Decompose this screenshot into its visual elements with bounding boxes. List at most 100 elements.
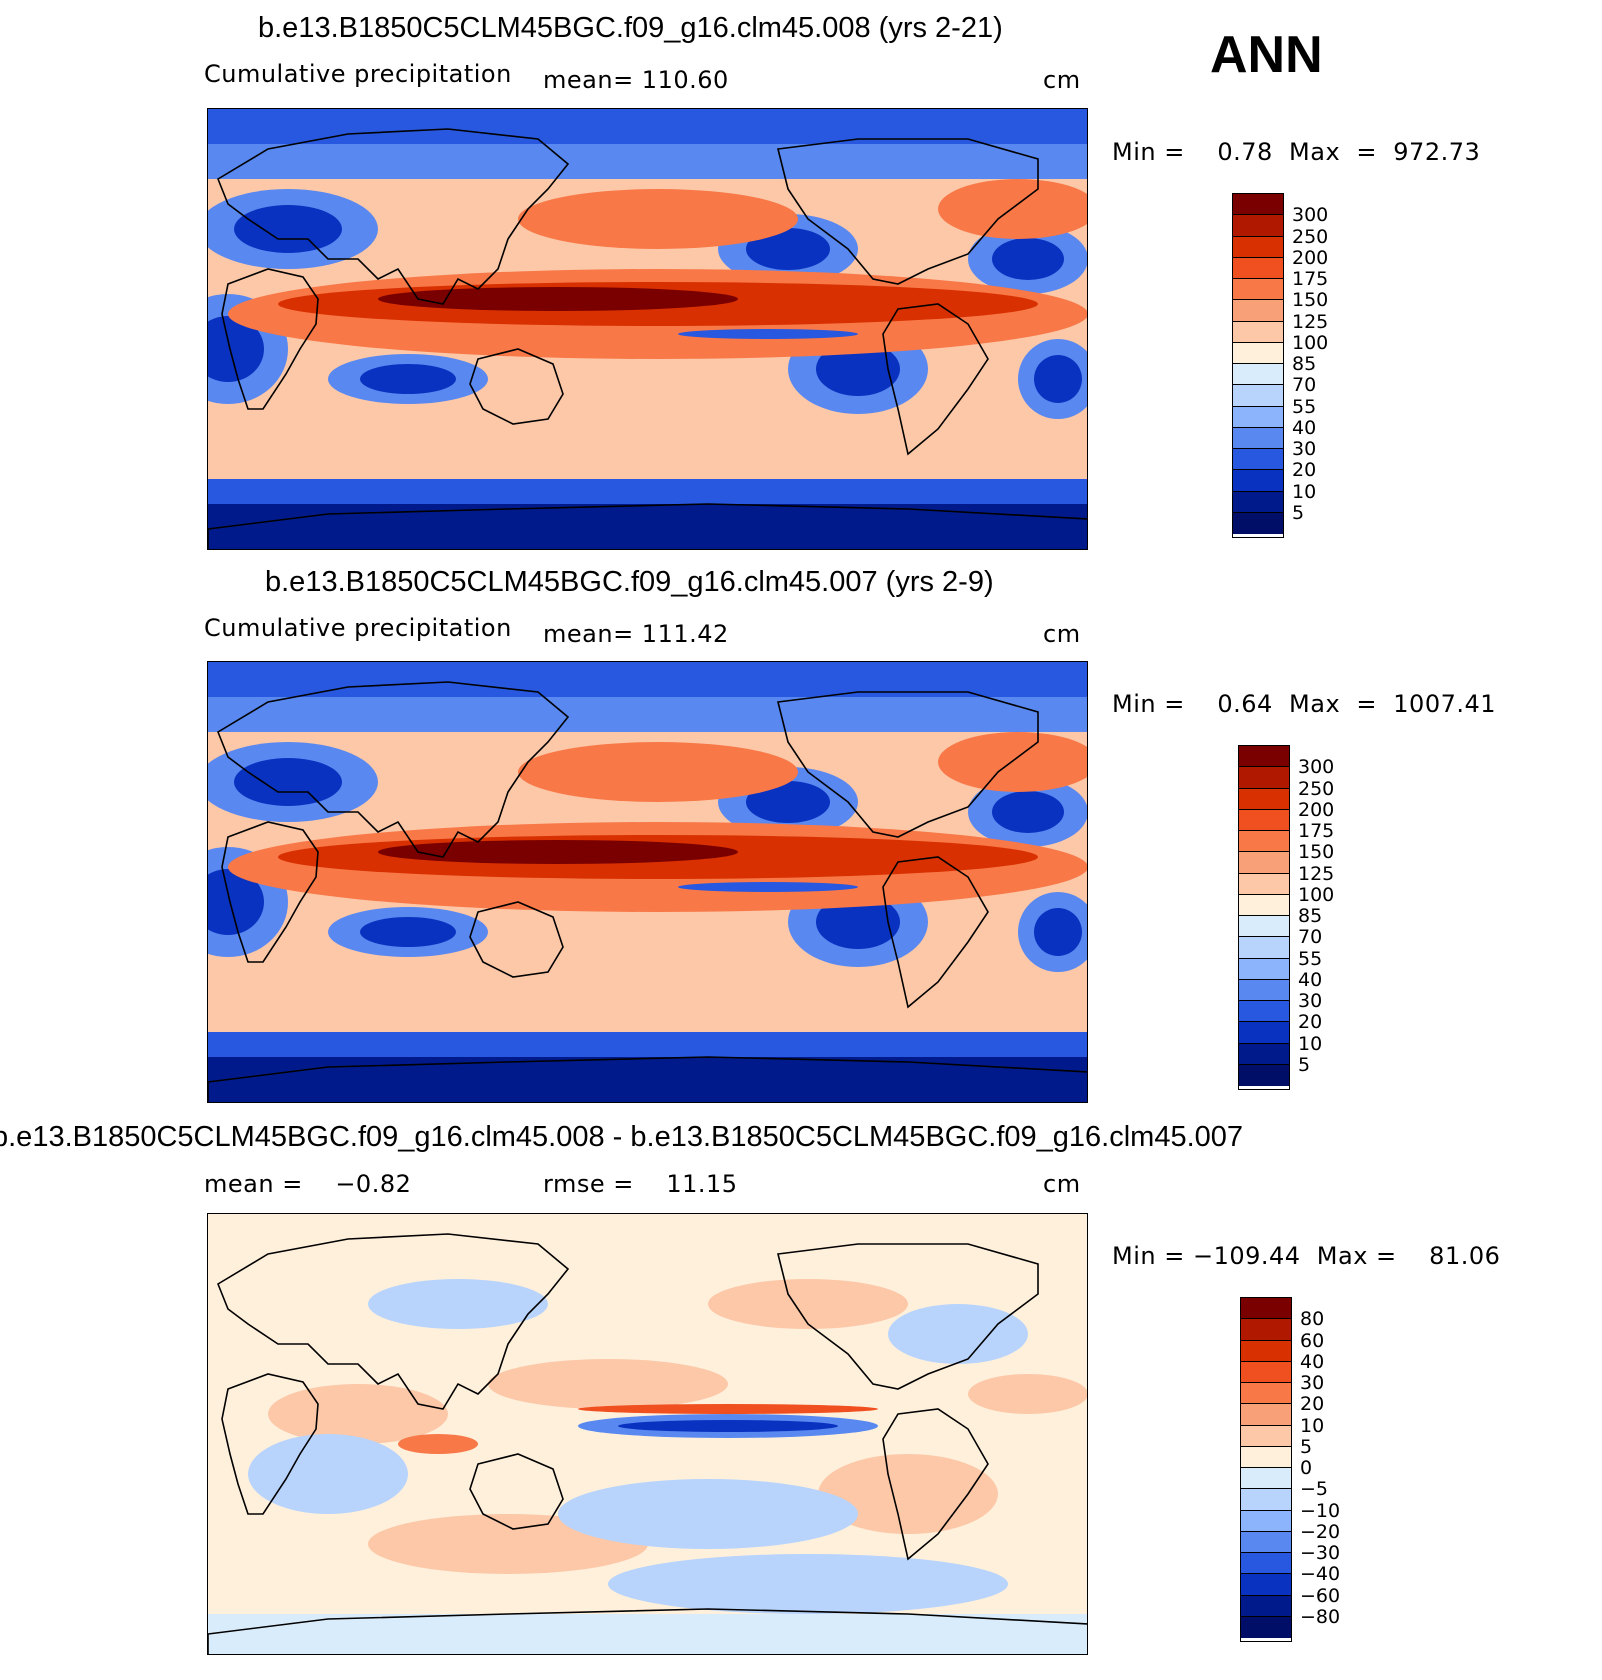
colorbar-label: 100 — [1298, 883, 1335, 906]
colorbar-label: −60 — [1300, 1584, 1341, 1607]
colorbar-label: 200 — [1298, 798, 1335, 821]
colorbar-swatch — [1241, 1446, 1291, 1468]
colorbar-swatch — [1233, 300, 1283, 322]
colorbar-label: 250 — [1298, 777, 1335, 800]
colorbar-swatch — [1241, 1489, 1291, 1511]
panel-3-mean: mean = −0.82 — [204, 1170, 412, 1198]
colorbar-swatch — [1233, 512, 1283, 534]
colorbar-label: 300 — [1298, 756, 1335, 779]
colorbar-label: 70 — [1292, 374, 1317, 397]
colorbar-swatch — [1233, 342, 1283, 364]
colorbar-label: 80 — [1300, 1308, 1325, 1331]
colorbar-swatch — [1239, 1043, 1289, 1065]
colorbar-label: 85 — [1292, 353, 1317, 375]
colorbar-swatch — [1233, 427, 1283, 449]
colorbar-label: −40 — [1300, 1563, 1341, 1586]
colorbar-swatch — [1241, 1425, 1291, 1447]
panel-3-title: b.e13.B1850C5CLM45BGC.f09_g16.clm45.008 … — [0, 1121, 1244, 1153]
colorbar-swatch — [1241, 1383, 1291, 1405]
panel-1-mean: mean= 110.60 — [543, 66, 729, 94]
colorbar-swatch — [1233, 257, 1283, 279]
colorbar-label: 10 — [1292, 480, 1317, 503]
colorbar-swatch — [1241, 1361, 1291, 1383]
colorbar-swatch — [1241, 1319, 1291, 1341]
colorbar-swatch — [1239, 746, 1289, 768]
colorbar-label: −80 — [1300, 1605, 1341, 1628]
colorbar-swatch — [1233, 321, 1283, 343]
colorbar-label: 5 — [1300, 1435, 1313, 1458]
panel-2-map — [207, 661, 1088, 1103]
panel-2-units: cm — [1043, 620, 1081, 648]
colorbar-swatch — [1233, 385, 1283, 407]
panel-3-map — [207, 1213, 1088, 1655]
colorbar-swatch — [1241, 1340, 1291, 1362]
colorbar-label: 85 — [1298, 905, 1323, 927]
panel-3-colorbar — [1240, 1297, 1292, 1642]
colorbar-label: 40 — [1298, 968, 1323, 991]
colorbar-swatch — [1239, 979, 1289, 1001]
colorbar-label: 20 — [1292, 459, 1317, 482]
colorbar-swatch — [1241, 1616, 1291, 1638]
colorbar-label: 150 — [1292, 289, 1329, 312]
colorbar-label: 30 — [1292, 438, 1317, 460]
colorbar-label: −20 — [1300, 1520, 1341, 1543]
colorbar-label: −10 — [1300, 1499, 1341, 1522]
colorbar-swatch — [1241, 1574, 1291, 1596]
colorbar-label: −30 — [1300, 1542, 1341, 1564]
colorbar-label: 125 — [1298, 862, 1335, 885]
colorbar-label: 10 — [1300, 1414, 1325, 1437]
panel-2-colorbar — [1238, 745, 1290, 1090]
colorbar-swatch — [1233, 236, 1283, 258]
colorbar-swatch — [1233, 406, 1283, 428]
colorbar-swatch — [1233, 449, 1283, 471]
colorbar-label: 150 — [1298, 841, 1335, 864]
panel-2-variable: Cumulative precipitation — [204, 614, 512, 642]
colorbar-swatch — [1241, 1298, 1291, 1320]
colorbar-label: 250 — [1292, 225, 1329, 248]
colorbar-label: 30 — [1298, 990, 1323, 1012]
panel-1-units: cm — [1043, 66, 1081, 94]
colorbar-label: 55 — [1292, 395, 1317, 418]
colorbar-swatch — [1233, 279, 1283, 301]
panel-2-mean: mean= 111.42 — [543, 620, 729, 648]
colorbar-label: 300 — [1292, 204, 1329, 227]
colorbar-label: 175 — [1298, 820, 1335, 842]
season-label: ANN — [1210, 26, 1323, 84]
colorbar-swatch — [1241, 1404, 1291, 1426]
panel-1-title: b.e13.B1850C5CLM45BGC.f09_g16.clm45.008 … — [258, 12, 1003, 44]
colorbar-swatch — [1233, 215, 1283, 237]
panel-1-variable: Cumulative precipitation — [204, 60, 512, 88]
colorbar-swatch — [1239, 788, 1289, 810]
colorbar-swatch — [1239, 1022, 1289, 1044]
colorbar-label: 20 — [1300, 1393, 1325, 1416]
colorbar-swatch — [1241, 1510, 1291, 1532]
colorbar-label: 20 — [1298, 1011, 1323, 1034]
colorbar-swatch — [1233, 194, 1283, 216]
panel-3-rmse: rmse = 11.15 — [543, 1170, 738, 1198]
panel-1-map — [207, 108, 1088, 550]
colorbar-label: 125 — [1292, 310, 1329, 333]
panel-1-minmax: Min = 0.78 Max = 972.73 — [1112, 138, 1481, 166]
colorbar-label: −5 — [1300, 1478, 1329, 1501]
colorbar-swatch — [1241, 1553, 1291, 1575]
colorbar-label: 5 — [1292, 501, 1305, 524]
colorbar-label: 200 — [1292, 246, 1329, 269]
colorbar-swatch — [1241, 1595, 1291, 1617]
colorbar-swatch — [1239, 767, 1289, 789]
colorbar-label: 55 — [1298, 947, 1323, 970]
colorbar-label: 40 — [1300, 1350, 1325, 1373]
panel-1-colorbar — [1232, 193, 1284, 538]
colorbar-label: 30 — [1300, 1372, 1325, 1394]
colorbar-swatch — [1239, 894, 1289, 916]
colorbar-swatch — [1239, 958, 1289, 980]
panel-2-title: b.e13.B1850C5CLM45BGC.f09_g16.clm45.007 … — [265, 566, 994, 598]
colorbar-swatch — [1241, 1531, 1291, 1553]
colorbar-label: 0 — [1300, 1457, 1313, 1479]
colorbar-swatch — [1239, 1064, 1289, 1086]
colorbar-label: 40 — [1292, 416, 1317, 439]
colorbar-swatch — [1233, 491, 1283, 513]
colorbar-swatch — [1233, 364, 1283, 386]
colorbar-label: 5 — [1298, 1053, 1311, 1076]
colorbar-label: 175 — [1292, 268, 1329, 290]
colorbar-swatch — [1239, 873, 1289, 895]
